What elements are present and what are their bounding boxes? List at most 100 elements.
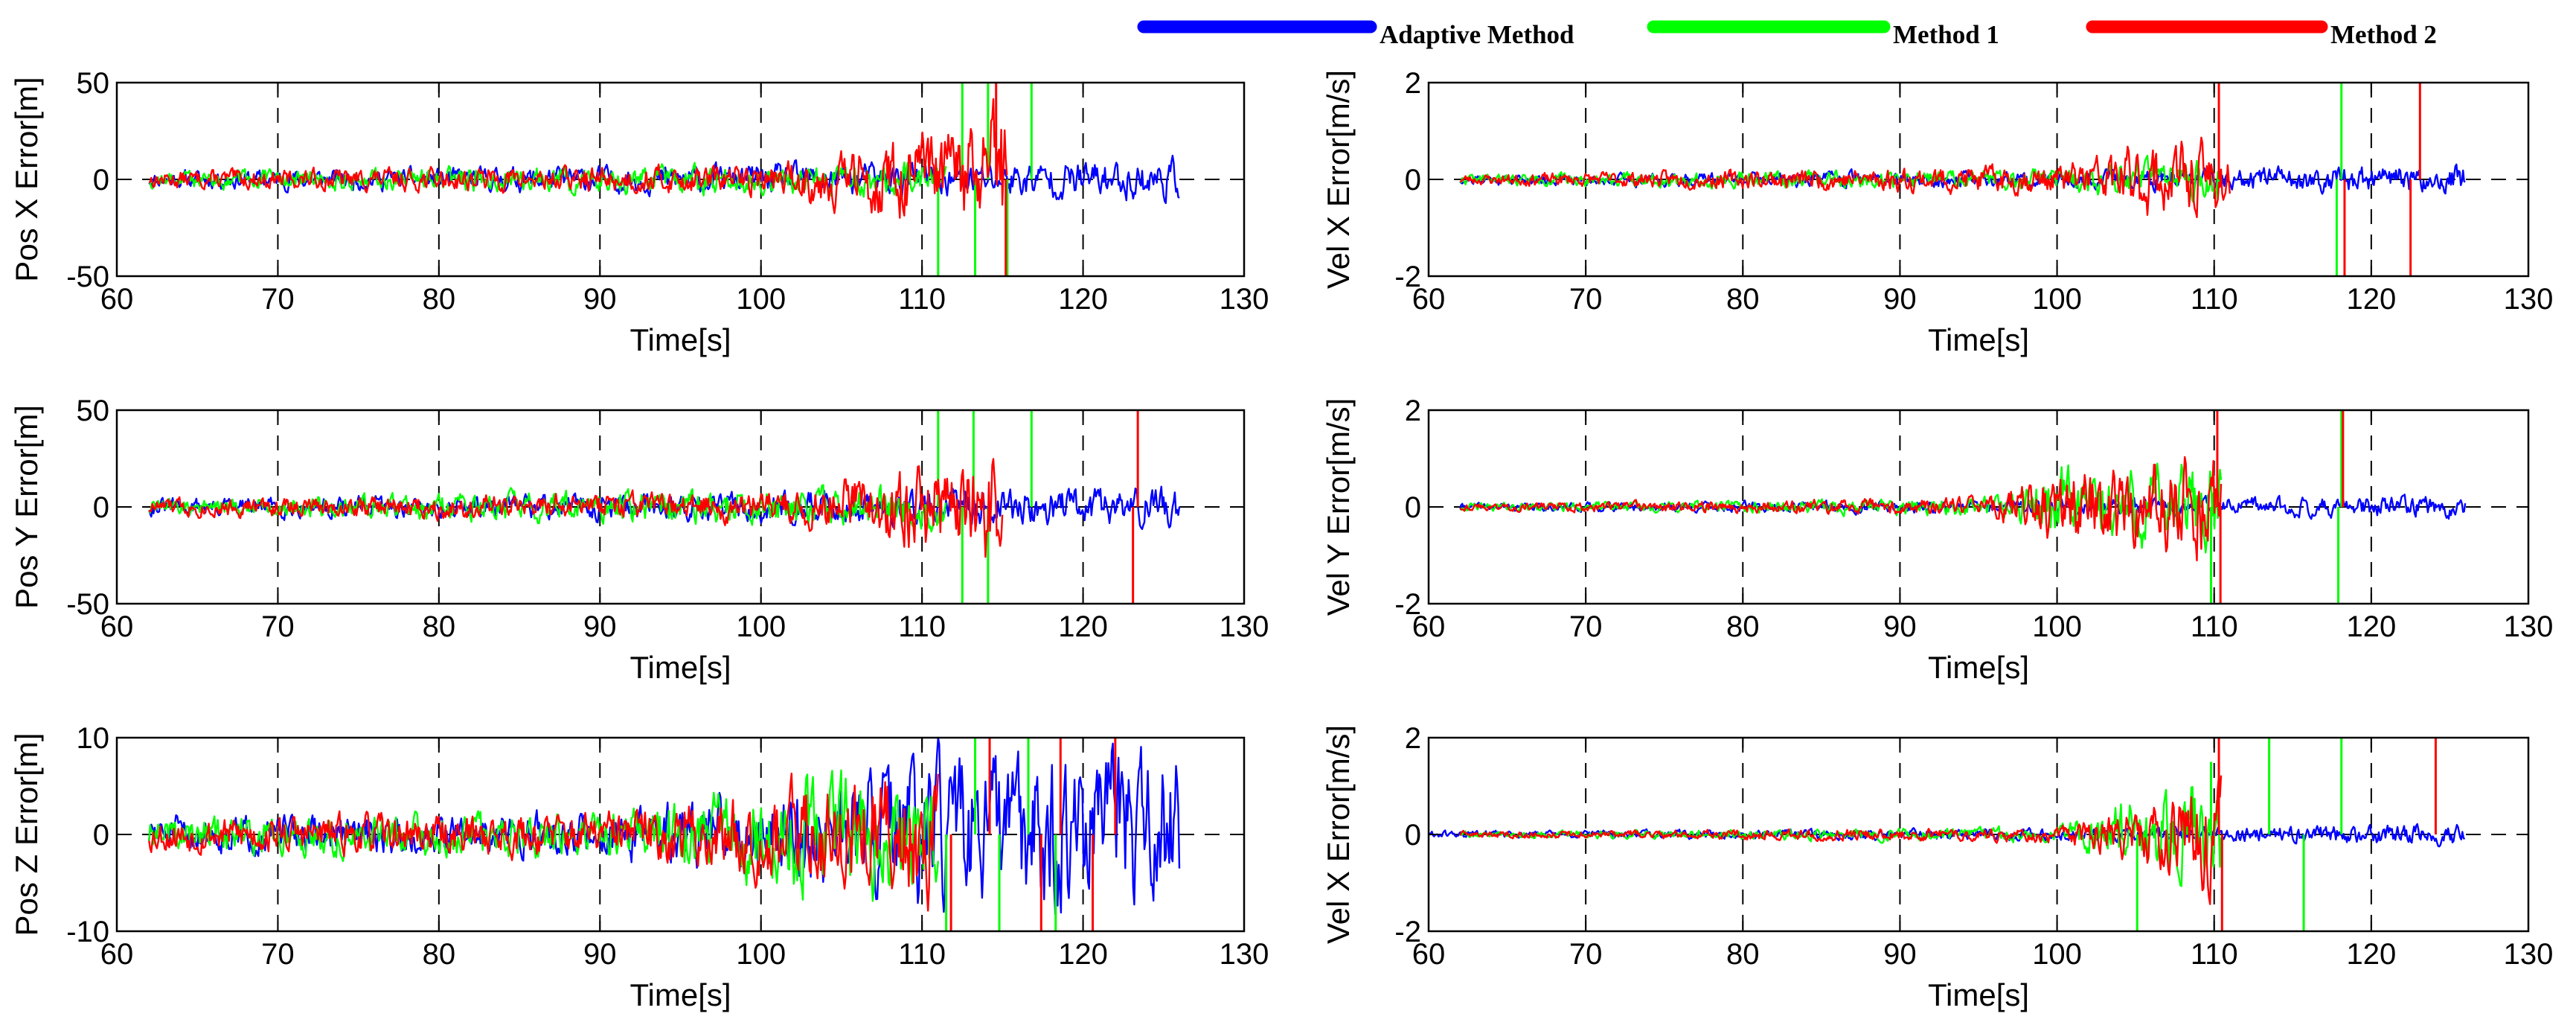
x-tick-label: 110 <box>898 283 946 316</box>
y-tick-label: 0 <box>93 819 109 852</box>
y-axis-label: Vel X Error[m/s] <box>1321 70 1356 289</box>
x-axis-label: Time[s] <box>1928 322 2029 357</box>
y-tick-label: 50 <box>77 67 110 100</box>
series-line-method-2 <box>148 772 939 912</box>
series-group <box>1429 738 2466 931</box>
x-tick-label: 60 <box>1412 283 1446 316</box>
legend-entry-method-1: Method 1 <box>1647 20 1999 49</box>
series-group <box>148 83 1180 276</box>
x-tick-label: 100 <box>736 610 786 643</box>
x-tick-label: 80 <box>423 938 456 971</box>
x-tick-label: 80 <box>1726 283 1760 316</box>
y-axis-label: Vel Y Error[m/s] <box>1321 398 1356 616</box>
x-tick-label: 60 <box>1412 610 1446 643</box>
x-tick-label: 60 <box>100 938 134 971</box>
y-axis-label: Pos Z Error[m] <box>9 732 44 936</box>
x-tick-label: 60 <box>100 610 134 643</box>
x-tick-label: 70 <box>1569 938 1603 971</box>
x-tick-label: 70 <box>261 938 295 971</box>
x-tick-label: 120 <box>1058 610 1108 643</box>
x-tick-label: 90 <box>583 938 617 971</box>
x-tick-label: 130 <box>2504 610 2554 643</box>
y-tick-label: 0 <box>93 164 109 197</box>
x-tick-label: 70 <box>1569 610 1603 643</box>
x-tick-label: 80 <box>1726 610 1760 643</box>
series-line-method-1 <box>1459 462 2223 554</box>
chart-panel-left-bottom: 60 70 80 90 100 110 120 130 -10 0 10 Time[s] Pos Z E… <box>9 722 1269 1012</box>
x-tick-label: 90 <box>1883 938 1917 971</box>
series-line-method-2 <box>148 458 1004 558</box>
x-tick-label: 100 <box>2032 283 2082 316</box>
x-axis-label: Time[s] <box>629 650 731 685</box>
legend: Adaptive Method Method 1 Method 2 <box>1137 20 2437 49</box>
x-tick-label: 120 <box>1058 938 1108 971</box>
x-tick-label: 110 <box>898 938 946 971</box>
legend-label-method-1: Method 1 <box>1893 20 1999 49</box>
x-tick-label: 90 <box>1883 283 1917 316</box>
y-tick-label: 0 <box>93 491 109 524</box>
x-tick-label: 70 <box>1569 283 1603 316</box>
y-tick-label: 0 <box>1405 164 1421 197</box>
series-line-method-1 <box>149 162 947 198</box>
x-tick-label: 130 <box>1220 938 1269 971</box>
x-tick-label: 90 <box>1883 610 1917 643</box>
x-tick-label: 110 <box>2191 610 2238 643</box>
x-axis-label: Time[s] <box>629 322 731 357</box>
series-line-method-2 <box>1459 456 2223 562</box>
x-tick-label: 120 <box>2346 938 2396 971</box>
series-group <box>1459 83 2466 276</box>
chart-panel-left-middle: 60 70 80 90 100 110 120 130 -50 0 50 Time[s] Pos Y E… <box>9 395 1269 685</box>
x-tick-label: 130 <box>1220 283 1269 316</box>
x-tick-label: 120 <box>1058 283 1108 316</box>
y-tick-label: 10 <box>77 722 110 755</box>
legend-entry-adaptive-method: Adaptive Method <box>1137 20 1574 49</box>
x-tick-label: 130 <box>2504 283 2554 316</box>
series-line-method-2 <box>1459 775 2223 905</box>
x-tick-label: 70 <box>261 610 295 643</box>
legend-label-method-2: Method 2 <box>2330 20 2437 49</box>
y-tick-label: -2 <box>1394 916 1421 948</box>
x-tick-label: 80 <box>1726 938 1760 971</box>
y-tick-label: 2 <box>1405 722 1421 755</box>
y-tick-label: -50 <box>66 588 109 621</box>
y-axis-label: Pos Y Error[m] <box>9 405 44 609</box>
y-tick-label: 2 <box>1405 395 1421 427</box>
series-line-method-2 <box>148 98 1008 219</box>
series-group <box>148 410 1181 604</box>
x-axis-label: Time[s] <box>1928 977 2029 1012</box>
x-tick-label: 100 <box>2032 610 2082 643</box>
y-tick-label: 0 <box>1405 819 1421 852</box>
y-axis-label: Vel X Error[m/s] <box>1321 725 1356 944</box>
series-line-method-2 <box>1460 136 2231 218</box>
y-tick-label: -50 <box>66 261 109 293</box>
chart-panel-right-top: 60 70 80 90 100 110 120 130 -2 0 2 Time[s] Vel X Err… <box>1321 67 2553 357</box>
x-tick-label: 110 <box>898 610 946 643</box>
chart-panel-left-top: 60 70 80 90 100 110 120 130 -50 0 50 Time[s] Pos X E… <box>9 67 1269 357</box>
y-tick-label: 50 <box>77 395 110 427</box>
x-tick-label: 100 <box>2032 938 2082 971</box>
x-tick-label: 60 <box>1412 938 1446 971</box>
x-tick-label: 120 <box>2346 283 2396 316</box>
y-axis-label: Pos X Error[m] <box>9 77 44 281</box>
x-tick-label: 80 <box>423 283 456 316</box>
y-tick-label: 0 <box>1405 491 1421 524</box>
series-line-method-1 <box>1459 154 2223 204</box>
x-tick-label: 70 <box>261 283 295 316</box>
x-tick-label: 130 <box>1220 610 1269 643</box>
x-tick-label: 110 <box>2191 938 2238 971</box>
x-tick-label: 110 <box>2191 283 2238 316</box>
x-axis-label: Time[s] <box>1928 650 2029 685</box>
series-group <box>1459 410 2467 604</box>
x-tick-label: 120 <box>2346 610 2396 643</box>
chart-panel-right-middle: 60 70 80 90 100 110 120 130 -2 0 2 Time[s] Vel Y Err… <box>1321 395 2553 685</box>
x-tick-label: 90 <box>583 610 617 643</box>
legend-entry-method-2: Method 2 <box>2086 20 2437 49</box>
chart-panel-right-bottom: 60 70 80 90 100 110 120 130 -2 0 2 Time[s] Vel X Err… <box>1321 722 2553 1012</box>
x-tick-label: 60 <box>100 283 134 316</box>
x-axis-label: Time[s] <box>629 977 731 1012</box>
y-tick-label: 2 <box>1405 67 1421 100</box>
y-tick-label: -2 <box>1394 588 1421 621</box>
x-tick-label: 90 <box>583 283 617 316</box>
y-tick-label: -2 <box>1394 261 1421 293</box>
